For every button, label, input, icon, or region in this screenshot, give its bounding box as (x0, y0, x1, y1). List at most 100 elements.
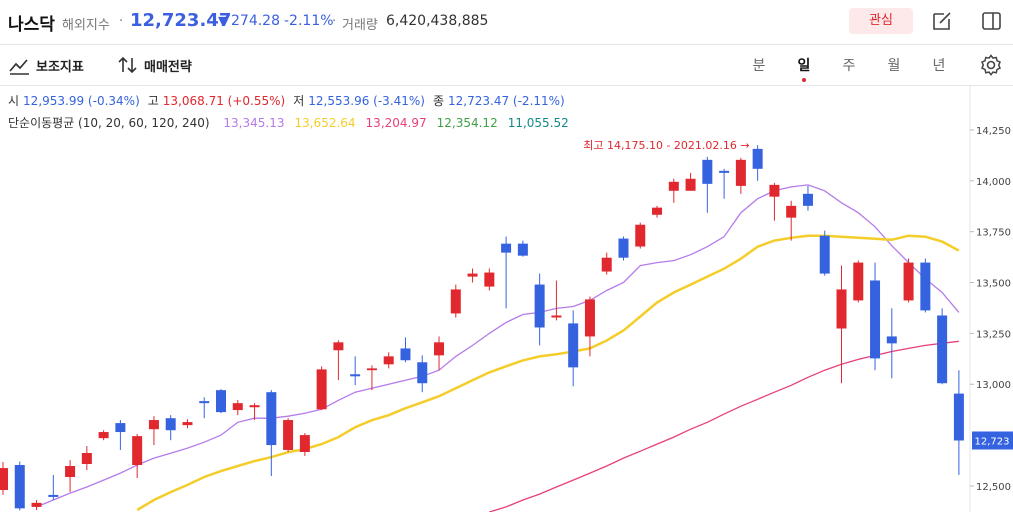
candle-body (81, 453, 92, 464)
period-tab[interactable]: 주 (842, 58, 856, 74)
candle-body (886, 336, 897, 344)
ma-value: 13,345.13 (223, 116, 285, 130)
volume-label: 거래량 (342, 18, 378, 33)
candle-body (836, 289, 847, 329)
candle-body (65, 466, 76, 478)
candle-body (719, 170, 730, 173)
y-tick-label: 13,250 (976, 329, 1011, 340)
moving-average-line (489, 340, 959, 512)
y-tick-label: 13,750 (976, 228, 1011, 239)
candle-body (165, 418, 176, 431)
candle-body (0, 468, 8, 491)
candle-body (584, 299, 595, 337)
candle-body (685, 178, 696, 191)
candle-body (937, 315, 948, 384)
strategy-button[interactable]: 매매전략 (144, 60, 192, 75)
candle-body (568, 323, 579, 368)
candle-body (333, 342, 344, 351)
candle-body (920, 262, 931, 311)
y-tick-label: 13,000 (976, 380, 1011, 391)
last-price-tag (972, 431, 1013, 450)
candle-body (350, 374, 361, 377)
y-tick-label: 14,000 (976, 177, 1011, 188)
panel-icon[interactable] (981, 10, 1003, 32)
candle-body (216, 390, 227, 413)
period-tab[interactable]: 분 (752, 58, 766, 74)
candle-body (467, 273, 478, 277)
candle-body (14, 465, 25, 509)
ohlc-label: 고 (147, 94, 159, 108)
indicators-button[interactable]: 보조지표 (36, 60, 84, 75)
candle-body (182, 422, 193, 426)
strategy-icon[interactable] (117, 54, 139, 76)
candle-body (853, 262, 864, 301)
ohlc-value: 13,068.71 (+0.55%) (162, 94, 286, 108)
period-tab[interactable]: 일 (789, 55, 819, 82)
ohlc-value: 12,953.99 (-0.34%) (23, 94, 140, 108)
candle-body (266, 392, 277, 446)
indicator-icon[interactable] (9, 55, 31, 75)
ohlc-label: 저 (293, 94, 305, 108)
candle-body (400, 348, 411, 361)
header: 나스닥 해외지수 · 12,723.47 ▼ 274.28 -2.11% · 거… (0, 0, 1013, 45)
ohlc-label: 시 (8, 94, 20, 108)
candle-body (652, 207, 663, 215)
ohlc-legend: 시 12,953.99 (-0.34%) 고 13,068.71 (+0.55%) 저 1… (8, 92, 573, 109)
watch-button[interactable]: 관심 (849, 8, 913, 34)
volume: 6,420,438,885 (386, 13, 489, 29)
candle-body (299, 435, 310, 452)
candle-body (786, 205, 797, 218)
candle-body (484, 272, 495, 287)
candle-body (132, 436, 143, 466)
chart: 12,500 13,000 13,250 13,500 13,750 14,000 14,2… (0, 86, 1013, 512)
candle-body (48, 494, 59, 497)
edit-icon[interactable] (931, 10, 953, 32)
high-annotation: 최고 14,175.10 - 2021.02.16 → (583, 139, 749, 152)
candle-body (249, 405, 260, 408)
candle-body (819, 235, 830, 274)
separator: · (119, 14, 124, 29)
moving-average-line (136, 234, 960, 512)
period-tab[interactable]: 년 (932, 58, 946, 74)
candle-body (551, 315, 562, 318)
candle-body (668, 181, 679, 191)
candle-body (735, 159, 746, 186)
y-tick-label: 13,500 (976, 279, 1011, 290)
candle-body (450, 289, 461, 314)
candle-body (618, 238, 629, 258)
candle-body (752, 148, 763, 169)
candle-body (769, 184, 780, 197)
candle-body (903, 262, 914, 301)
candle-body (316, 369, 327, 410)
ma-value: 11,055.52 (507, 116, 569, 130)
candle-body (366, 368, 377, 371)
toolbar: 보조지표 매매전략 분 일 주 월 년 (0, 45, 1013, 86)
candle-body (115, 423, 126, 433)
index-title: 나스닥 (8, 15, 55, 35)
period-tab[interactable]: 월 (887, 58, 901, 74)
y-tick-label: 14,250 (976, 126, 1011, 137)
candle-body (434, 342, 445, 356)
candle-body (232, 403, 243, 411)
candle-body (601, 257, 612, 272)
candle-body (702, 159, 713, 184)
settings-icon[interactable] (979, 53, 1003, 77)
candle-body (199, 401, 210, 404)
candle-body (870, 280, 881, 359)
candle-body (635, 224, 646, 247)
ma-value: 13,652.64 (294, 116, 356, 130)
separator: · (332, 14, 337, 29)
candle-body (98, 432, 109, 439)
candle-body (802, 193, 813, 206)
ohlc-label: 종 (432, 94, 445, 108)
candle-body (417, 362, 428, 384)
change: 274.28 (231, 13, 280, 29)
candle-body (283, 420, 294, 450)
moving-average-line (36, 184, 960, 508)
candle-body (501, 243, 512, 253)
ma-legend: 단순이동평균 (10, 20, 60, 120, 240) 13,345.13 1… (8, 114, 573, 131)
candle-body (953, 393, 964, 441)
candle-body (517, 243, 528, 256)
